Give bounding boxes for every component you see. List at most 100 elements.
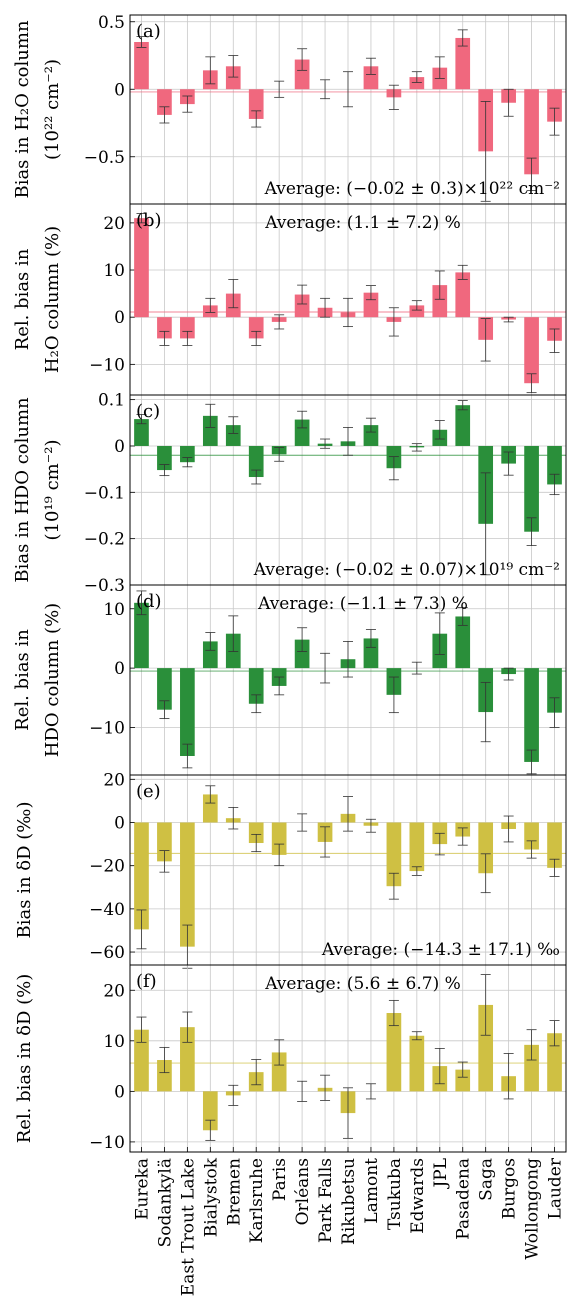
bar bbox=[409, 1035, 425, 1092]
bar bbox=[248, 317, 264, 339]
y-tick-label: −0.5 bbox=[84, 148, 125, 168]
error-bar bbox=[457, 29, 468, 47]
error-bar bbox=[228, 1084, 239, 1106]
error-bar bbox=[228, 55, 239, 78]
bar bbox=[294, 294, 310, 318]
x-tick-label: Rikubetsu bbox=[339, 1158, 359, 1245]
error-bar bbox=[480, 853, 491, 894]
error-bar bbox=[205, 403, 216, 428]
y-axis-label: (10¹⁹ cm⁻²) bbox=[42, 440, 63, 541]
error-bar bbox=[411, 661, 422, 675]
y-tick-label: 20 bbox=[103, 981, 125, 1001]
error-bar bbox=[365, 1083, 376, 1100]
error-bar bbox=[526, 749, 537, 775]
error-bar bbox=[388, 676, 399, 714]
error-bar bbox=[457, 400, 468, 411]
x-tick-label: Orléans bbox=[293, 1158, 313, 1225]
error-bar bbox=[526, 157, 537, 191]
x-tick-label: Eureka bbox=[132, 1158, 152, 1220]
y-tick-label: 0 bbox=[114, 437, 125, 457]
error-bar bbox=[205, 1119, 216, 1141]
error-bar bbox=[388, 307, 399, 337]
bar bbox=[271, 1052, 287, 1092]
error-bar bbox=[136, 36, 147, 48]
error-bar bbox=[297, 48, 308, 71]
bar bbox=[294, 59, 310, 90]
error-bar bbox=[320, 297, 331, 318]
y-axis-label: H₂O column (%) bbox=[42, 226, 63, 373]
x-tick-label: JPL bbox=[431, 1158, 451, 1190]
error-bar bbox=[320, 652, 331, 684]
bar bbox=[547, 445, 562, 485]
error-bar bbox=[228, 279, 239, 309]
x-tick-label: Bialystok bbox=[201, 1157, 221, 1237]
y-tick-label: −0.3 bbox=[84, 576, 125, 596]
bar bbox=[363, 292, 379, 318]
bar bbox=[225, 425, 241, 446]
error-bar bbox=[434, 612, 445, 655]
error-bar bbox=[343, 297, 353, 328]
bar bbox=[524, 317, 539, 384]
panel-a: 0.5 0 −0.5 (a) Average: (−0.02 ± 0.3)×10²² c… bbox=[12, 13, 567, 205]
panel-label: (f) bbox=[136, 971, 157, 992]
error-bar bbox=[549, 858, 560, 877]
error-bar bbox=[182, 457, 193, 468]
y-axis-label: Rel. bias in bbox=[12, 629, 33, 731]
y-tick-label: 0 bbox=[114, 1082, 125, 1102]
x-tick-label: Lauder bbox=[546, 1157, 566, 1219]
x-axis: Eureka Sodankylä East Trout Lake Bialystok B… bbox=[132, 1147, 566, 1296]
x-tick-label: Sodankylä bbox=[155, 1158, 175, 1247]
bar bbox=[478, 1004, 494, 1092]
error-bar bbox=[297, 813, 308, 832]
error-bar bbox=[251, 694, 262, 714]
bar bbox=[134, 1029, 149, 1092]
bar bbox=[157, 317, 172, 339]
average-annotation: Average: (1.1 ± 7.2) % bbox=[264, 213, 461, 233]
bar bbox=[409, 77, 425, 90]
error-bar bbox=[365, 818, 376, 833]
error-bar bbox=[320, 79, 331, 100]
bar bbox=[134, 602, 149, 669]
error-bar bbox=[297, 1080, 308, 1102]
bar bbox=[409, 305, 425, 318]
bar bbox=[180, 445, 195, 463]
panel-c: 0.1 0 −0.1 −0.2 −0.3 (c) Average: (−0.02 ± 0.0… bbox=[12, 391, 567, 596]
y-tick-label: 0.1 bbox=[98, 391, 125, 411]
error-bar bbox=[343, 71, 353, 108]
error-bar bbox=[320, 1074, 331, 1101]
bar bbox=[248, 89, 264, 119]
error-bar bbox=[457, 264, 468, 280]
y-tick-label: −10 bbox=[89, 355, 125, 375]
error-bar bbox=[434, 270, 445, 300]
y-axis-label: (10²² cm⁻²) bbox=[42, 59, 63, 160]
error-bar bbox=[343, 1087, 353, 1139]
error-bar bbox=[434, 832, 445, 856]
bar bbox=[157, 445, 172, 471]
bar bbox=[524, 822, 539, 850]
error-bar bbox=[526, 1029, 537, 1061]
y-tick-label: 10 bbox=[103, 600, 125, 620]
bar bbox=[180, 1027, 195, 1092]
panel-label: (a) bbox=[136, 21, 161, 42]
x-tick-label: Edwards bbox=[408, 1158, 428, 1234]
bar bbox=[386, 822, 402, 887]
error-bar bbox=[136, 213, 147, 224]
bar bbox=[455, 37, 471, 90]
bar bbox=[363, 66, 379, 90]
error-bar bbox=[365, 57, 376, 75]
error-bar bbox=[320, 826, 331, 858]
error-bar bbox=[251, 110, 262, 128]
error-bar bbox=[480, 101, 491, 202]
bar bbox=[478, 822, 494, 874]
bar bbox=[202, 641, 218, 669]
panel-e: 20 0 −20 −40 −60 (e) Average: (−14.3 ± 17.1) ‰… bbox=[14, 770, 567, 969]
bar bbox=[363, 638, 379, 669]
error-bar bbox=[526, 373, 537, 394]
y-tick-label: 0 bbox=[114, 308, 125, 328]
error-bar bbox=[549, 473, 560, 496]
error-bar bbox=[274, 676, 285, 696]
error-bar bbox=[182, 1011, 193, 1043]
bar bbox=[547, 668, 562, 713]
bar bbox=[524, 89, 539, 175]
